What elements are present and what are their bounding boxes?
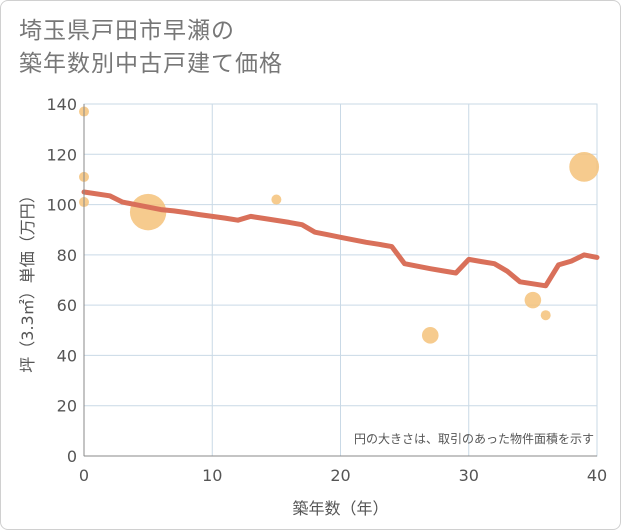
y-tick-label: 120 <box>46 145 77 164</box>
x-axis-title: 築年数（年） <box>292 499 388 518</box>
bubble-size-note: 円の大きさは、取引のあった物件面積を示す <box>354 431 594 446</box>
scatter-point <box>271 194 282 205</box>
scatter-point <box>540 310 551 321</box>
chart-title-line-2: 築年数別中古戸建て価格 <box>19 51 283 77</box>
chart-title: 埼玉県戸田市早瀬の 築年数別中古戸建て価格 <box>19 15 579 81</box>
x-tick-label: 30 <box>459 466 479 485</box>
y-tick-label: 100 <box>46 196 77 215</box>
x-tick-label: 20 <box>330 466 350 485</box>
tick-labels: 0 10 20 30 40 0 20 40 60 80 100 120 140 <box>46 95 607 485</box>
x-tick-label: 40 <box>587 466 607 485</box>
trend-line-group <box>81 189 600 289</box>
scatter-point <box>129 193 167 231</box>
chart-title-line-1: 埼玉県戸田市早瀬の <box>19 18 235 44</box>
y-tick-label: 20 <box>57 397 77 416</box>
y-tick-label: 80 <box>57 246 77 265</box>
y-tick-label: 60 <box>57 296 77 315</box>
scatter-point <box>569 151 600 182</box>
x-tick-label: 10 <box>202 466 222 485</box>
y-tick-label: 0 <box>67 447 77 466</box>
y-tick-label: 140 <box>46 95 77 114</box>
axes <box>83 104 597 457</box>
scatter-bubbles <box>79 106 600 344</box>
y-tick-label: 40 <box>57 346 77 365</box>
scatter-point <box>524 291 542 309</box>
y-axis-title: 坪（3.3㎡）単価（万円） <box>18 187 37 372</box>
x-tick-label: 0 <box>79 466 89 485</box>
trend-line <box>81 189 600 289</box>
scatter-point <box>421 327 439 344</box>
